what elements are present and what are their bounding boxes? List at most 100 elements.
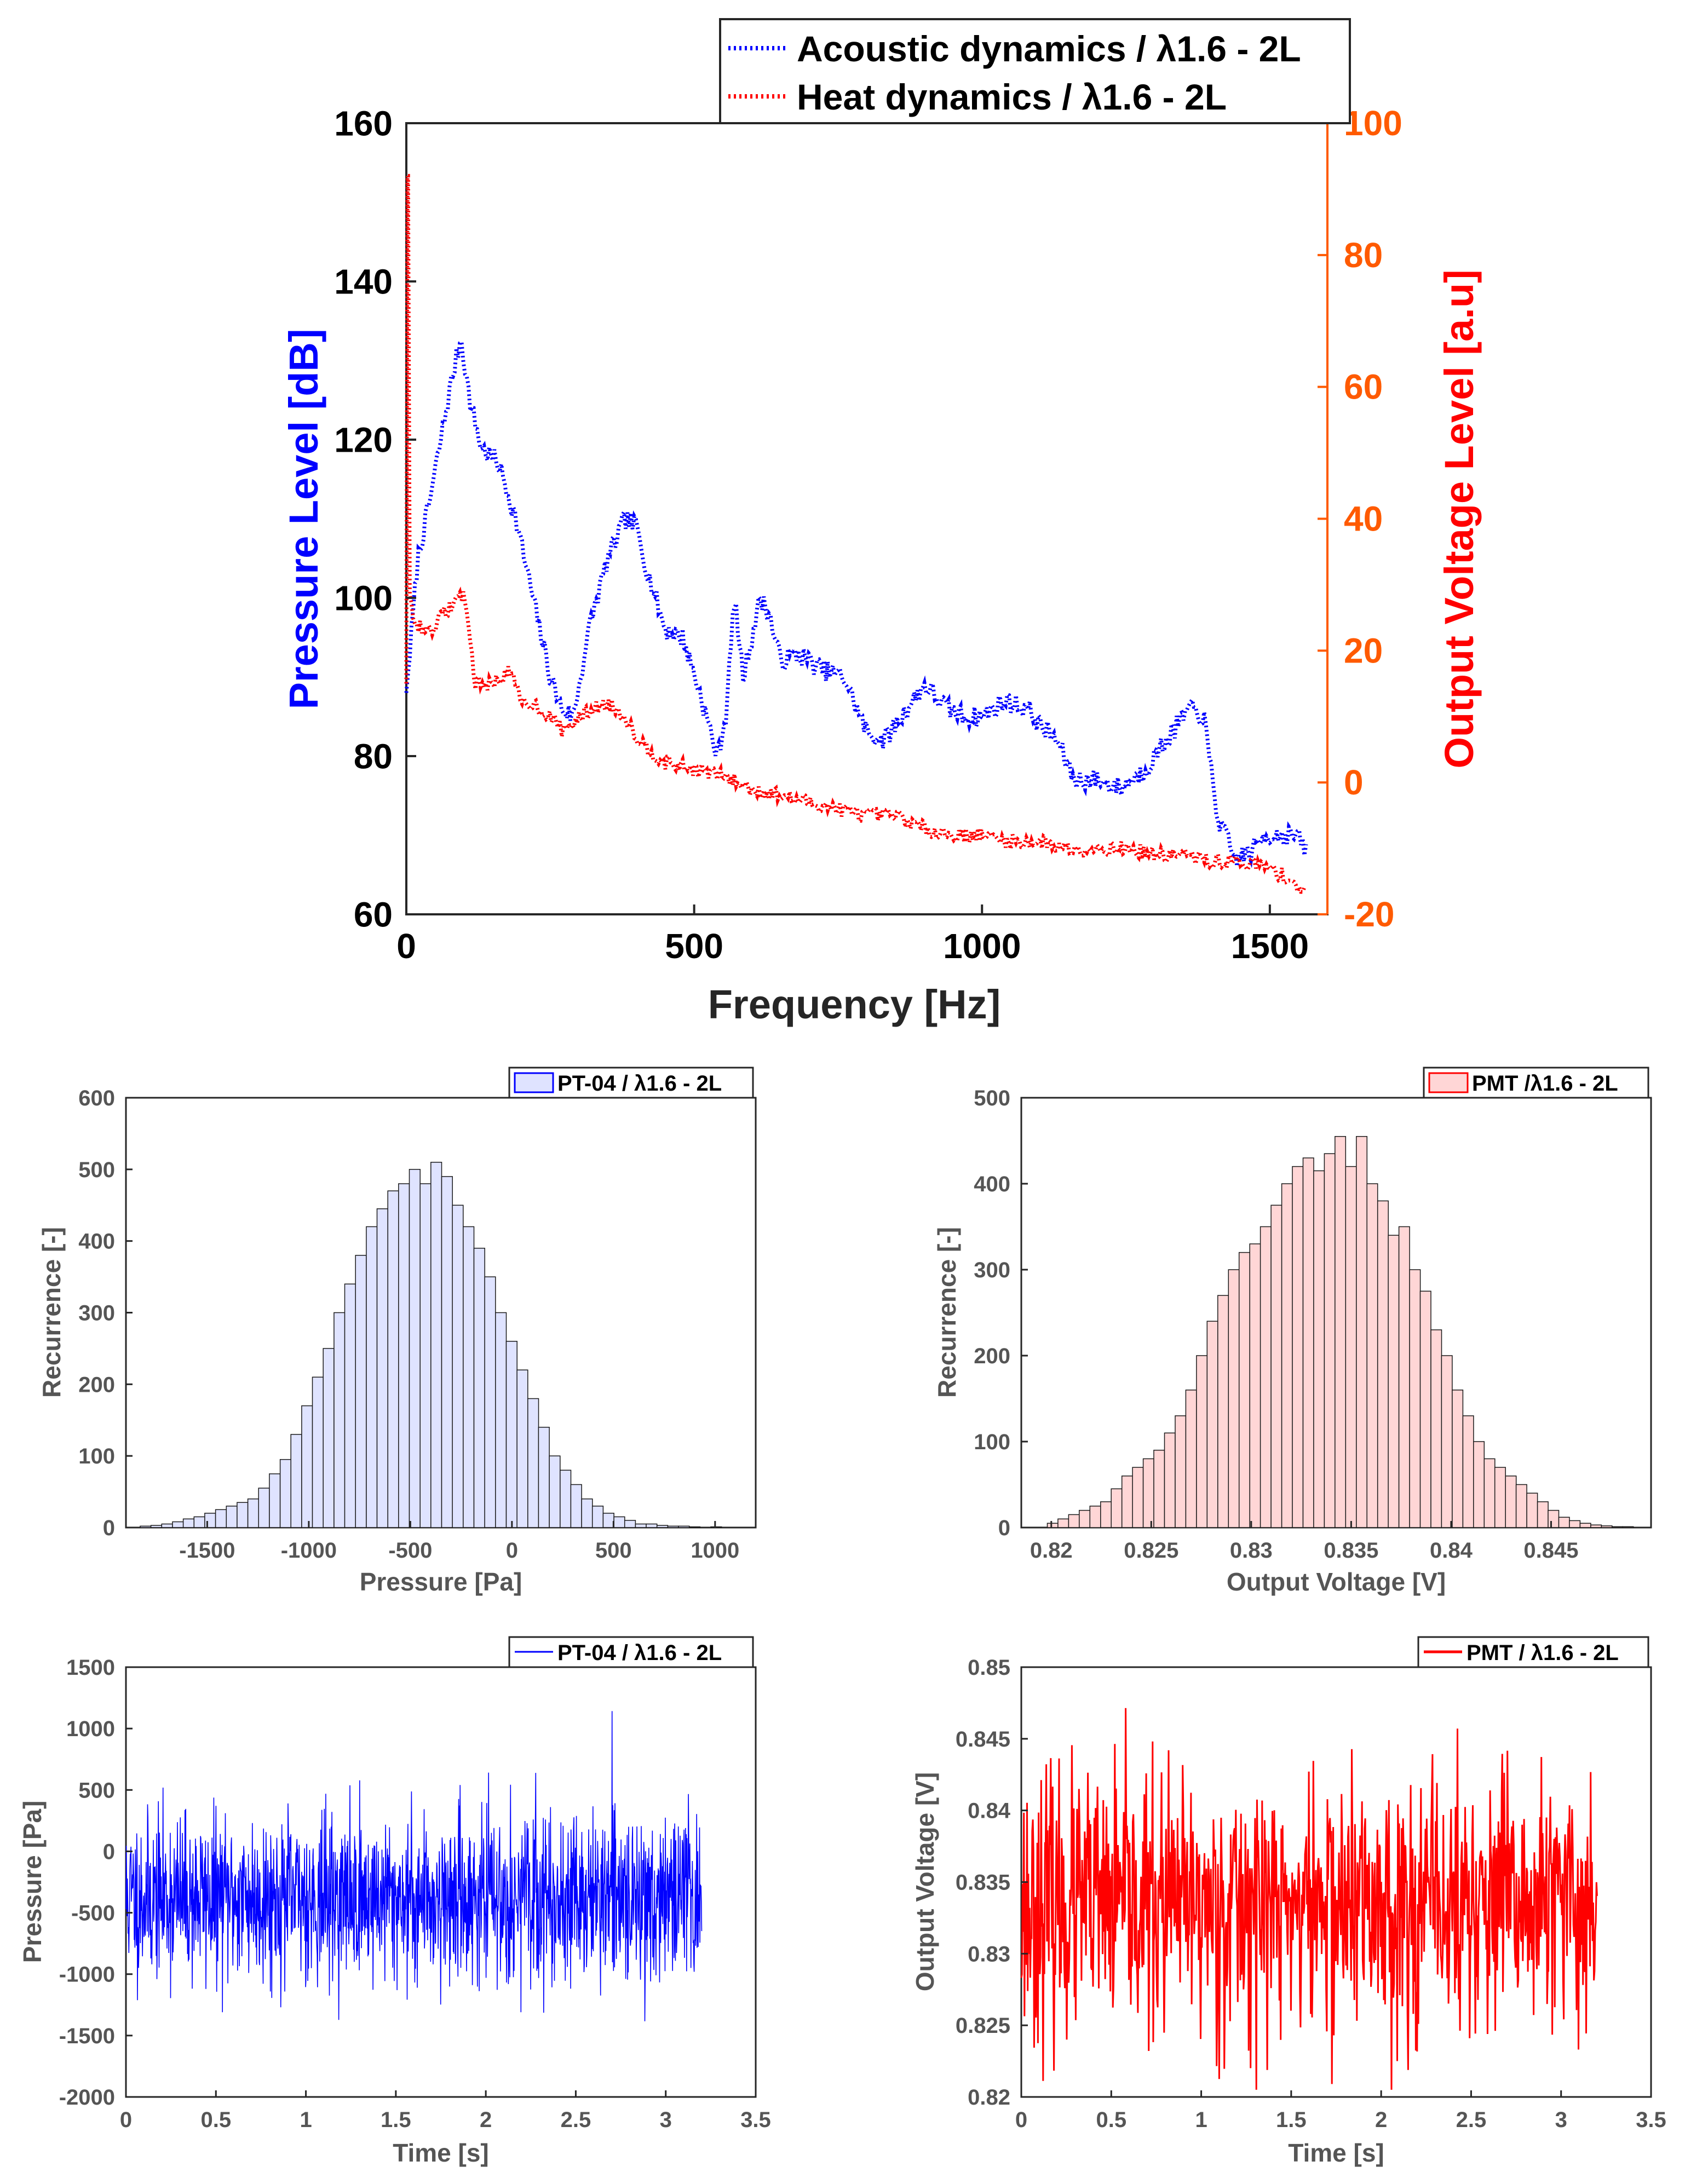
- histogram-bar: [1366, 1183, 1378, 1528]
- y-tick-label: 100: [78, 1444, 115, 1468]
- histogram-bar: [560, 1470, 572, 1528]
- pressure-time-x-label: Time [s]: [393, 2139, 489, 2167]
- histogram-bar: [1068, 1514, 1080, 1528]
- spectrum-legend-box: [719, 18, 1351, 124]
- histogram-bar: [323, 1348, 335, 1528]
- spectrum-x-ticks: 0 500 1000 1500: [396, 904, 1309, 966]
- acoustic-dynamics-line: [404, 338, 1308, 868]
- pressure-histogram-x-ticks: -1500 -1000 -500 0 500 1000: [179, 1521, 739, 1563]
- voltage-time-x-label: Time [s]: [1288, 2139, 1384, 2167]
- x-tick-label: 1: [300, 2108, 312, 2132]
- histogram-bar: [1270, 1205, 1283, 1528]
- histogram-bar: [516, 1369, 528, 1528]
- histogram-bar: [1356, 1136, 1368, 1528]
- voltage-histogram-legend-swatch: [1428, 1072, 1469, 1093]
- x-tick-label: -1500: [179, 1538, 235, 1563]
- y-tick-label: -500: [71, 1901, 115, 1926]
- histogram-bar: [1217, 1295, 1229, 1528]
- histogram-bar: [1483, 1458, 1496, 1528]
- pressure-time-legend: PT-04 / λ1.6 - 2L: [508, 1636, 754, 1668]
- spectrum-y-label: Pressure Level [dB]: [281, 329, 326, 709]
- spectrum-series: [404, 174, 1308, 898]
- histogram-bar: [1313, 1170, 1325, 1528]
- x-tick-label: 0.82: [1030, 1538, 1073, 1563]
- y-tick-label: 0.825: [956, 2014, 1010, 2038]
- y-tick-label: -2000: [59, 2085, 115, 2110]
- histogram-bar: [1121, 1476, 1133, 1528]
- histogram-bar: [1494, 1467, 1506, 1528]
- histogram-bar: [1548, 1509, 1560, 1528]
- voltage-time-legend: PMT / λ1.6 - 2L: [1417, 1636, 1649, 1668]
- histogram-bar: [1430, 1329, 1442, 1528]
- histogram-bar: [398, 1183, 410, 1528]
- pressure-time-legend-label: PT-04 / λ1.6 - 2L: [557, 1641, 722, 1665]
- voltage-histogram-x-ticks: 0.82 0.825 0.83 0.835 0.84 0.845: [1030, 1521, 1579, 1563]
- histogram-bar: [1579, 1523, 1591, 1528]
- histogram-bar: [430, 1162, 442, 1528]
- histogram-bar: [344, 1283, 356, 1528]
- pressure-time-y-label: Pressure [Pa]: [18, 1801, 47, 1963]
- histogram-bar: [1185, 1390, 1197, 1528]
- histogram-bar: [646, 1523, 658, 1528]
- spectrum-plot: 0 500 1000 1500 60 80 100 120 140 160 -20 0 20 40 60…: [281, 18, 1482, 1027]
- histogram-bar: [473, 1248, 485, 1528]
- pressure-histogram-y-ticks: 0 100 200 300 400 500 600: [78, 1086, 133, 1540]
- x-tick-label: 0: [120, 2108, 132, 2132]
- x-tick-label: 0: [506, 1538, 518, 1563]
- y-tick-label: 80: [354, 736, 393, 776]
- histogram-bar: [1164, 1432, 1176, 1528]
- histogram-bar: [182, 1518, 195, 1528]
- histogram-bar: [1142, 1458, 1154, 1528]
- x-tick-label: -1000: [281, 1538, 337, 1563]
- histogram-bar: [1292, 1166, 1304, 1528]
- voltage-time-plot: 0 0.5 1 1.5 2 2.5 3 3.5 0.820.8250.830.8350.840…: [911, 1636, 1666, 2167]
- histogram-bar: [237, 1502, 249, 1528]
- voltage-histogram: 0.82 0.825 0.83 0.835 0.84 0.845 0 100 200 300 40…: [933, 1067, 1652, 1596]
- histogram-bar: [204, 1513, 216, 1528]
- x-tick-label: 500: [595, 1538, 632, 1563]
- histogram-bar: [172, 1521, 184, 1528]
- histogram-bar: [1569, 1520, 1581, 1528]
- histogram-bar: [1057, 1518, 1069, 1528]
- y-tick-label: 60: [354, 895, 393, 934]
- signal-line: [125, 1711, 703, 2021]
- pressure-histogram-legend: PT-04 / λ1.6 - 2L: [508, 1067, 754, 1099]
- histogram-bar: [505, 1341, 517, 1528]
- histogram-bar: [419, 1183, 432, 1528]
- x-tick-label: 500: [665, 926, 723, 966]
- y2-tick-label: 40: [1344, 499, 1383, 539]
- y-tick-label: 600: [78, 1086, 115, 1110]
- histogram-bar: [226, 1506, 238, 1528]
- y-tick-label: 500: [78, 1158, 115, 1182]
- voltage-histogram-bars: [1046, 1136, 1634, 1528]
- histogram-bar: [484, 1276, 496, 1528]
- heat-dynamics-line: [404, 174, 1307, 898]
- y-tick-label: 300: [974, 1258, 1010, 1282]
- y-tick-label: 100: [334, 578, 393, 618]
- histogram-bar: [1324, 1153, 1336, 1528]
- y-tick-label: 140: [334, 262, 393, 301]
- histogram-bar: [1590, 1524, 1602, 1528]
- histogram-bar: [678, 1525, 690, 1528]
- histogram-bar: [366, 1226, 378, 1528]
- spectrum-y2-label: Output Voltage Level [a.u]: [1436, 269, 1482, 768]
- histogram-bar: [409, 1169, 421, 1528]
- y-tick-label: 0.85: [968, 1656, 1010, 1680]
- x-tick-label: 0: [1015, 2108, 1027, 2132]
- histogram-bar: [1089, 1506, 1101, 1528]
- voltage-histogram-x-label: Output Voltage [V]: [1227, 1568, 1446, 1596]
- x-tick-label: 0.825: [1124, 1538, 1178, 1563]
- histogram-bar: [667, 1525, 679, 1528]
- y-tick-label: 200: [974, 1344, 1010, 1368]
- x-tick-label: 0: [396, 926, 416, 966]
- y-tick-label: 0.845: [956, 1727, 1010, 1751]
- histogram-bar: [1526, 1493, 1538, 1528]
- y-tick-label: -1500: [59, 2024, 115, 2048]
- histogram-bar: [376, 1208, 388, 1528]
- voltage-time-series: [1020, 1708, 1598, 2090]
- y-tick-label: 400: [78, 1230, 115, 1254]
- spectrum-axes-box: [405, 122, 1329, 915]
- x-tick-label: 0.845: [1523, 1538, 1578, 1563]
- y-tick-label: 0.82: [968, 2085, 1010, 2110]
- y2-tick-label: 0: [1344, 763, 1364, 802]
